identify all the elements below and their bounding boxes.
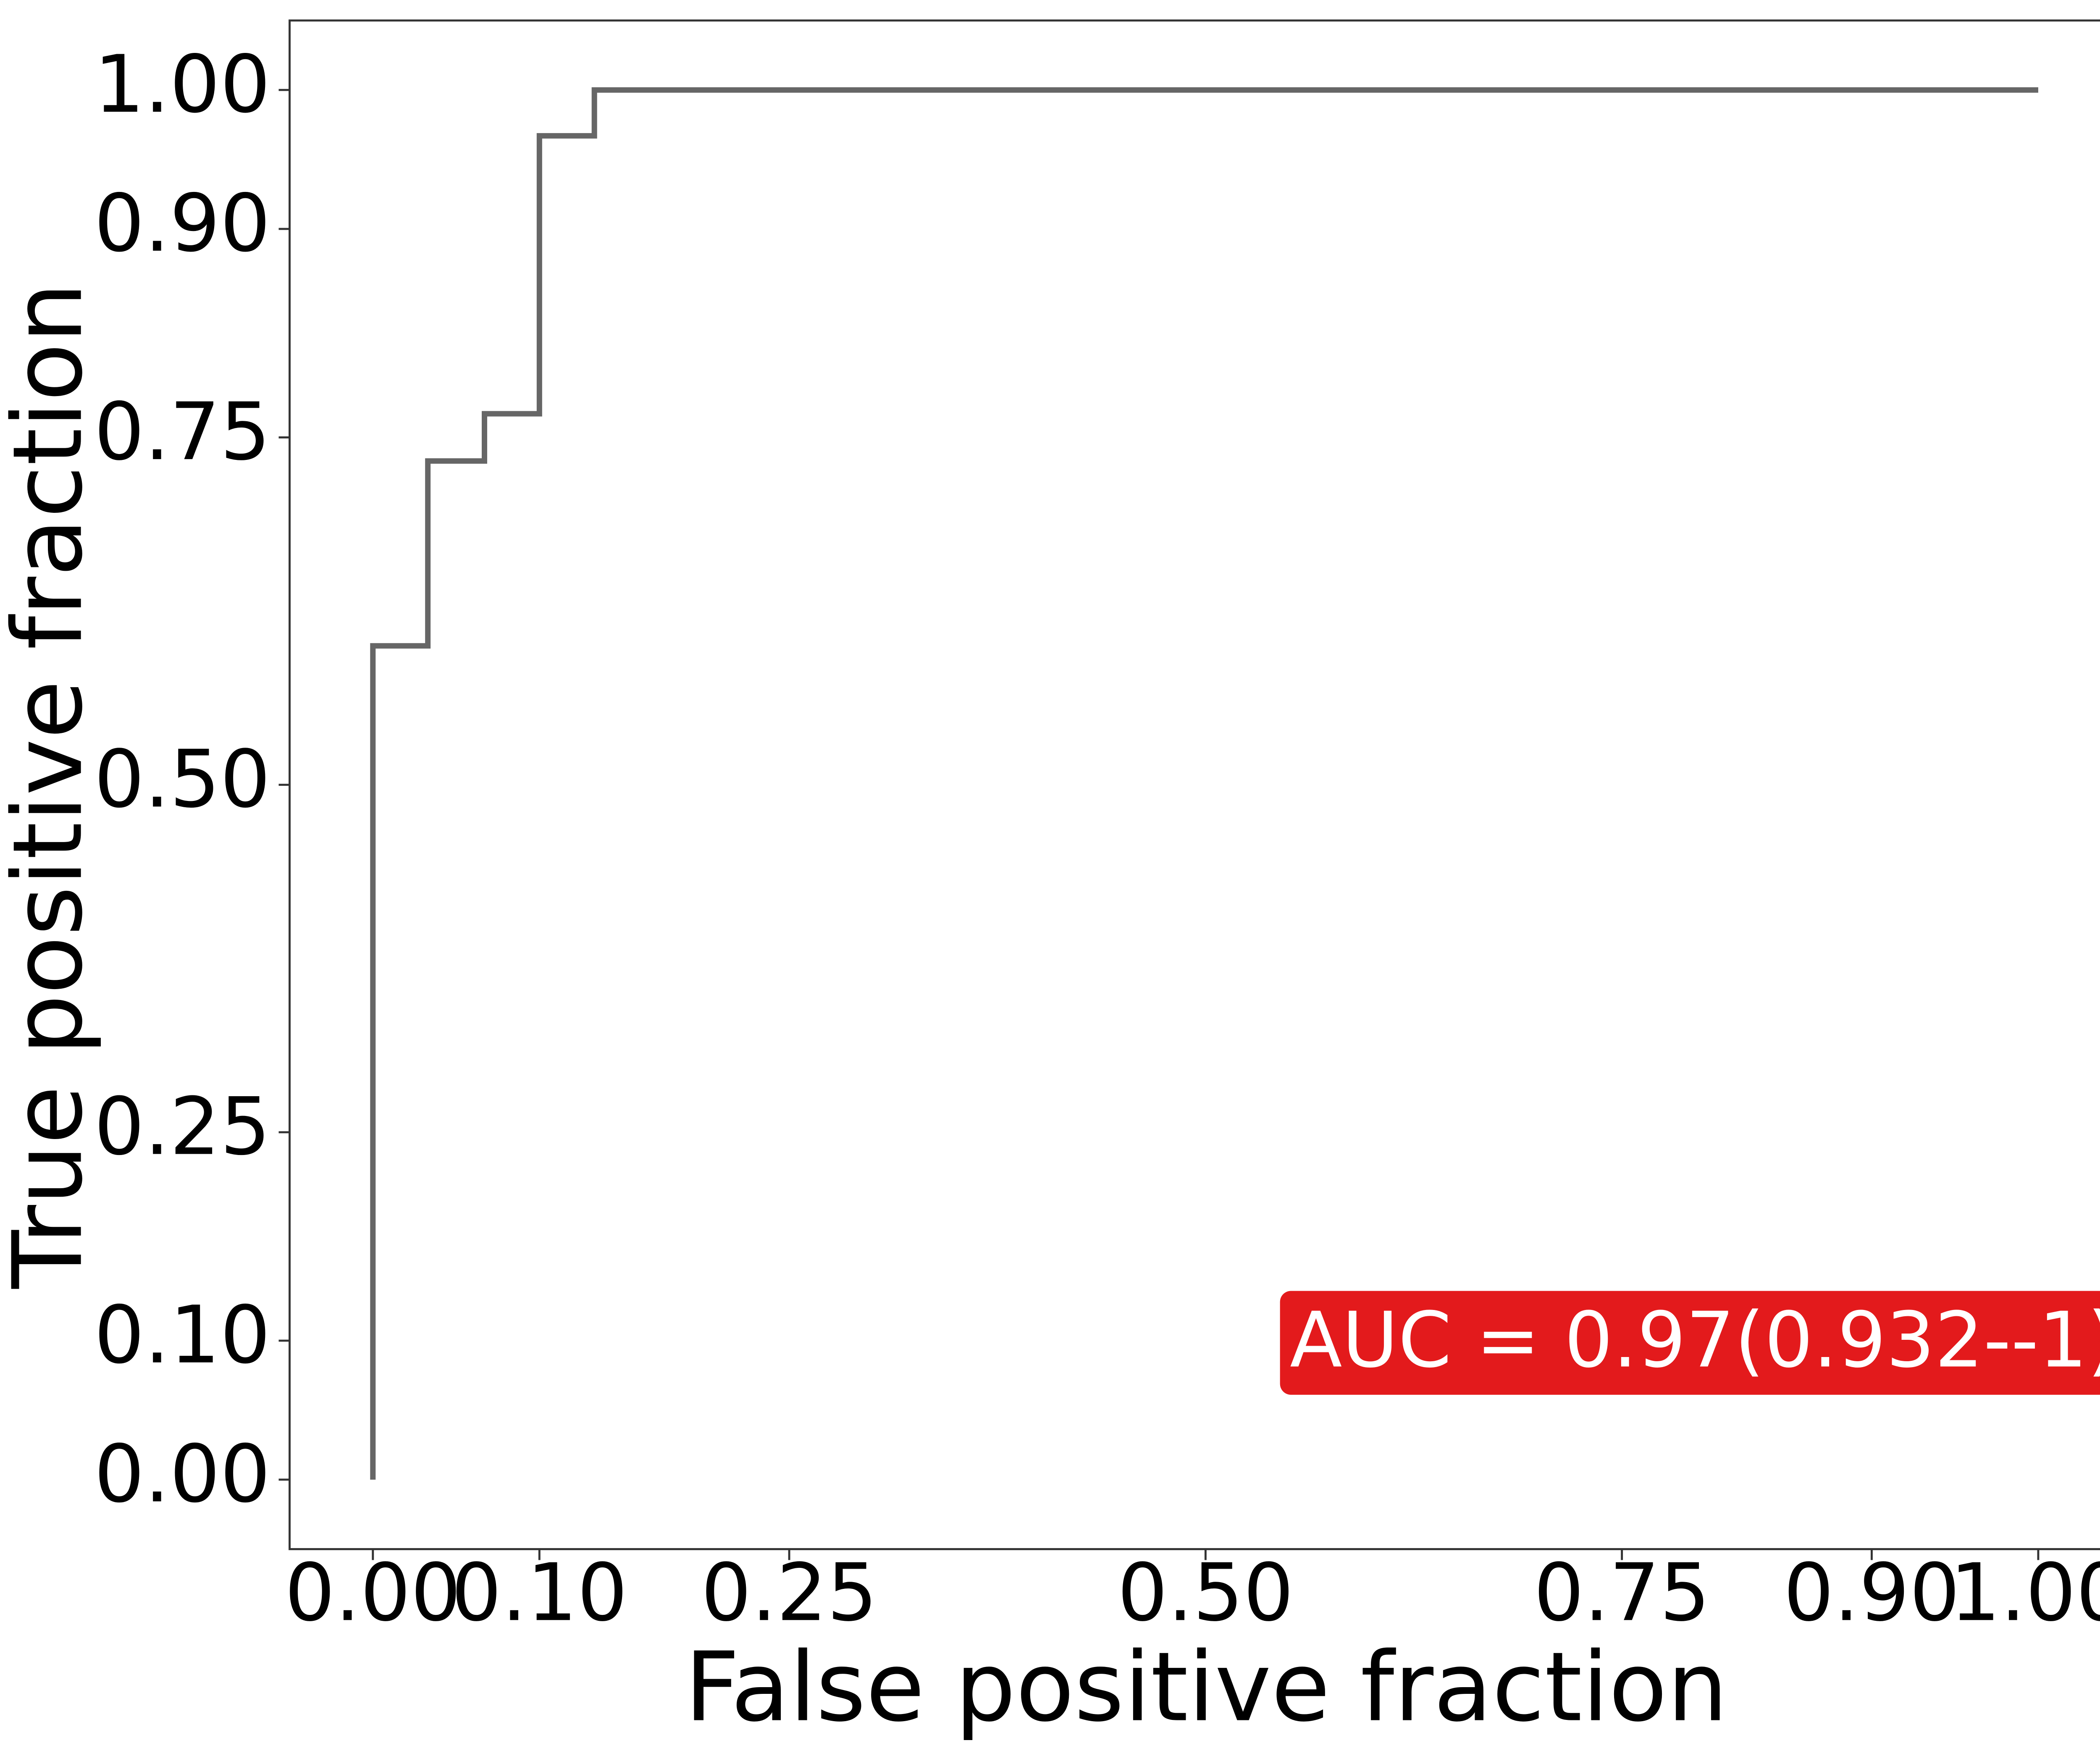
x-tick-label: 0.50: [1117, 1547, 1294, 1639]
y-tick-label: 0.25: [94, 1081, 270, 1173]
x-axis-title: False positive fraction: [685, 1632, 1728, 1743]
x-tick-label: 1.00: [1950, 1547, 2100, 1639]
y-tick-label: 0.00: [94, 1428, 270, 1520]
x-tick-label: 0.90: [1783, 1547, 1960, 1639]
x-tick-label: 0.10: [451, 1547, 627, 1639]
annotation-box: [1280, 1291, 2100, 1395]
x-tick-label: 0.00: [285, 1547, 461, 1639]
roc-line: [370, 87, 2038, 1480]
y-axis-title: True positive fraction: [0, 282, 104, 1289]
x-tick-label: 0.75: [1534, 1547, 1710, 1639]
y-tick-label: 0.50: [94, 733, 270, 825]
y-tick-label: 0.75: [94, 386, 270, 478]
annotation-text: AUC = 0.97(0.932--1): [1290, 1296, 2100, 1385]
y-tick-label: 0.10: [94, 1289, 270, 1381]
y-tick-label: 0.90: [94, 178, 270, 270]
x-tick-label: 0.25: [701, 1547, 877, 1639]
y-tick-label: 1.00: [94, 39, 270, 131]
